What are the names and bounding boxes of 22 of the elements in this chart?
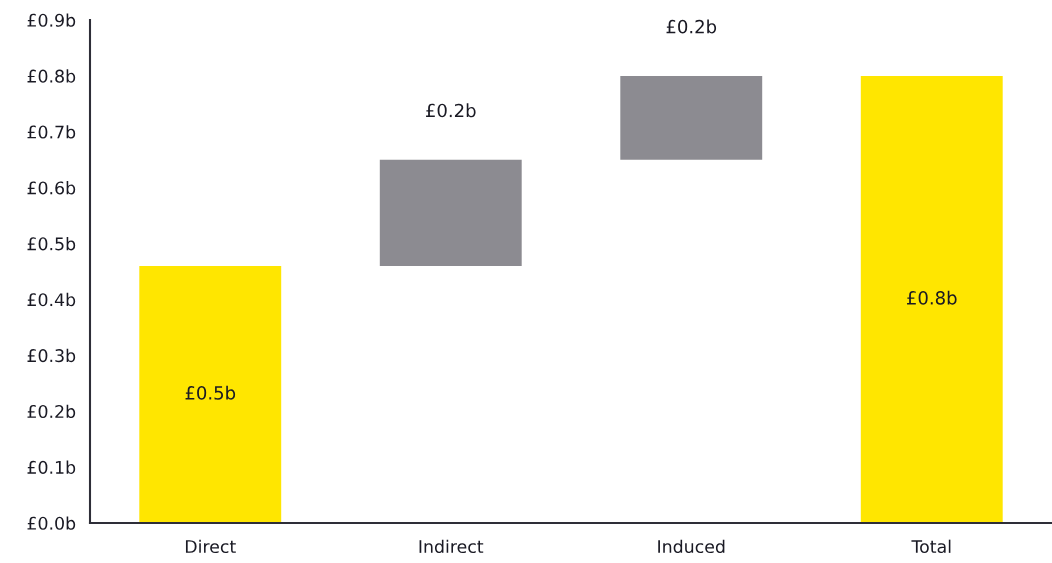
y-tick-label: £0.5b	[27, 236, 76, 251]
y-tick-label: £0.3b	[27, 348, 76, 363]
y-tick-label: £0.7b	[27, 125, 76, 139]
bar	[379, 159, 522, 266]
bar	[139, 265, 282, 523]
y-tick-label: £0.2b	[27, 404, 76, 419]
data-label: £0.8b	[907, 290, 957, 305]
y-tick-label: £0.1b	[27, 460, 76, 474]
x-tick-label: Total	[911, 539, 951, 554]
x-tick-label: Direct	[185, 539, 236, 554]
y-tick-label: £0.0b	[27, 516, 76, 530]
y-tick-label: £0.6b	[27, 181, 76, 195]
y-tick-label: £0.4b	[27, 292, 76, 307]
bar	[860, 75, 1003, 523]
data-label: £0.2b	[666, 19, 717, 34]
x-tick-label: Induced	[658, 539, 725, 554]
x-tick-label: Indirect	[419, 539, 484, 554]
y-tick-label: £0.9b	[27, 13, 76, 27]
y-tick-label: £0.8b	[27, 69, 76, 83]
data-label: £0.5b	[185, 385, 236, 400]
bar	[620, 75, 763, 160]
data-label: £0.2b	[426, 103, 476, 118]
